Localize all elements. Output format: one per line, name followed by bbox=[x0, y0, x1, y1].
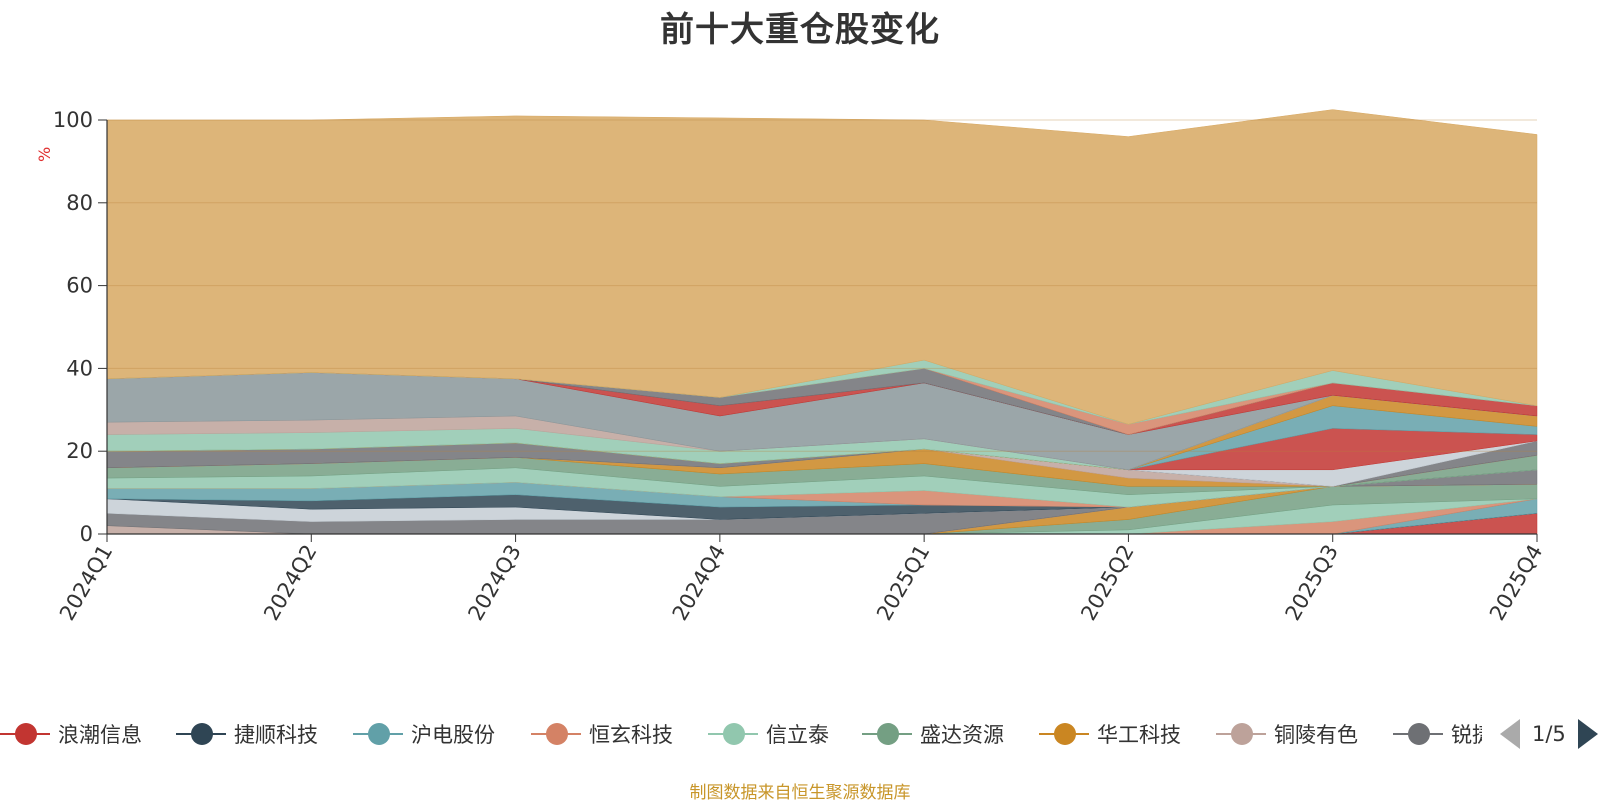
x-tick-label: 2024Q3 bbox=[463, 541, 525, 625]
legend-label: 信立泰 bbox=[766, 723, 829, 747]
legend-label: 盛达资源 bbox=[920, 723, 1004, 747]
legend-label: 铜陵有色 bbox=[1274, 723, 1358, 747]
grid-layer bbox=[107, 119, 1537, 452]
legend-item[interactable]: 锐捷网络 bbox=[1393, 712, 1482, 756]
x-tick-label: 2025Q3 bbox=[1281, 541, 1343, 625]
x-tick-label: 2024Q4 bbox=[668, 541, 730, 625]
legend-item[interactable]: 沪电股份 bbox=[353, 712, 495, 756]
y-axis-unit-label: % bbox=[35, 147, 54, 162]
legend-item[interactable]: 浪潮信息 bbox=[0, 712, 142, 756]
legend-item[interactable]: 铜陵有色 bbox=[1216, 712, 1358, 756]
x-tick-label: 2025Q4 bbox=[1485, 541, 1547, 625]
legend-prev-page-icon[interactable] bbox=[1500, 719, 1520, 749]
y-tick-label: 80 bbox=[66, 191, 93, 215]
x-tick-label: 2024Q2 bbox=[259, 541, 321, 625]
legend-label: 恒玄科技 bbox=[589, 723, 673, 747]
legend-item[interactable]: 捷顺科技 bbox=[176, 712, 318, 756]
y-tick-label: 60 bbox=[66, 274, 93, 298]
chart-title: 前十大重仓股变化 bbox=[660, 10, 940, 50]
legend-marker-icon bbox=[708, 722, 758, 746]
legend-marker-icon bbox=[1216, 722, 1266, 746]
legend-item[interactable]: 华工科技 bbox=[1039, 712, 1181, 756]
legend: 浪潮信息 捷顺科技 沪电股份 恒玄科技 信立泰 盛达资源 华工科技 铜陵有色 锐捷网络 1/5 bbox=[0, 712, 1600, 756]
y-tick-label: 40 bbox=[66, 356, 93, 380]
legend-marker-icon bbox=[531, 722, 581, 746]
legend-item[interactable]: 信立泰 bbox=[708, 712, 829, 756]
y-tick-label: 0 bbox=[80, 522, 93, 546]
x-tick-label: 2025Q2 bbox=[1076, 541, 1138, 625]
y-tick-label: 100 bbox=[53, 108, 93, 132]
legend-label: 沪电股份 bbox=[411, 723, 495, 747]
legend-marker-icon bbox=[353, 722, 403, 746]
legend-label: 捷顺科技 bbox=[234, 723, 318, 747]
legend-label: 浪潮信息 bbox=[58, 723, 142, 747]
x-tick-label: 2025Q1 bbox=[872, 541, 934, 625]
legend-page-indicator: 1/5 bbox=[1532, 722, 1566, 746]
legend-marker-icon bbox=[176, 722, 226, 746]
legend-item[interactable]: 恒玄科技 bbox=[531, 712, 673, 756]
legend-marker-icon bbox=[862, 722, 912, 746]
legend-label: 华工科技 bbox=[1097, 723, 1181, 747]
legend-next-page-icon[interactable] bbox=[1577, 719, 1598, 749]
legend-pager: 1/5 bbox=[1500, 716, 1598, 752]
legend-items: 浪潮信息 捷顺科技 沪电股份 恒玄科技 信立泰 盛达资源 华工科技 铜陵有色 锐捷网络 bbox=[0, 712, 1482, 756]
x-tick-label: 2024Q1 bbox=[55, 541, 117, 625]
area-layer bbox=[106, 109, 1538, 535]
legend-label: 锐捷网络 bbox=[1451, 723, 1482, 747]
y-tick-label: 20 bbox=[66, 439, 93, 463]
legend-item[interactable]: 盛达资源 bbox=[862, 712, 1004, 756]
source-note: 制图数据来自恒生聚源数据库 bbox=[689, 783, 911, 803]
legend-marker-icon bbox=[0, 722, 50, 746]
legend-marker-icon bbox=[1039, 722, 1089, 746]
legend-marker-icon bbox=[1393, 722, 1443, 746]
area-series-29[interactable] bbox=[106, 109, 1538, 425]
